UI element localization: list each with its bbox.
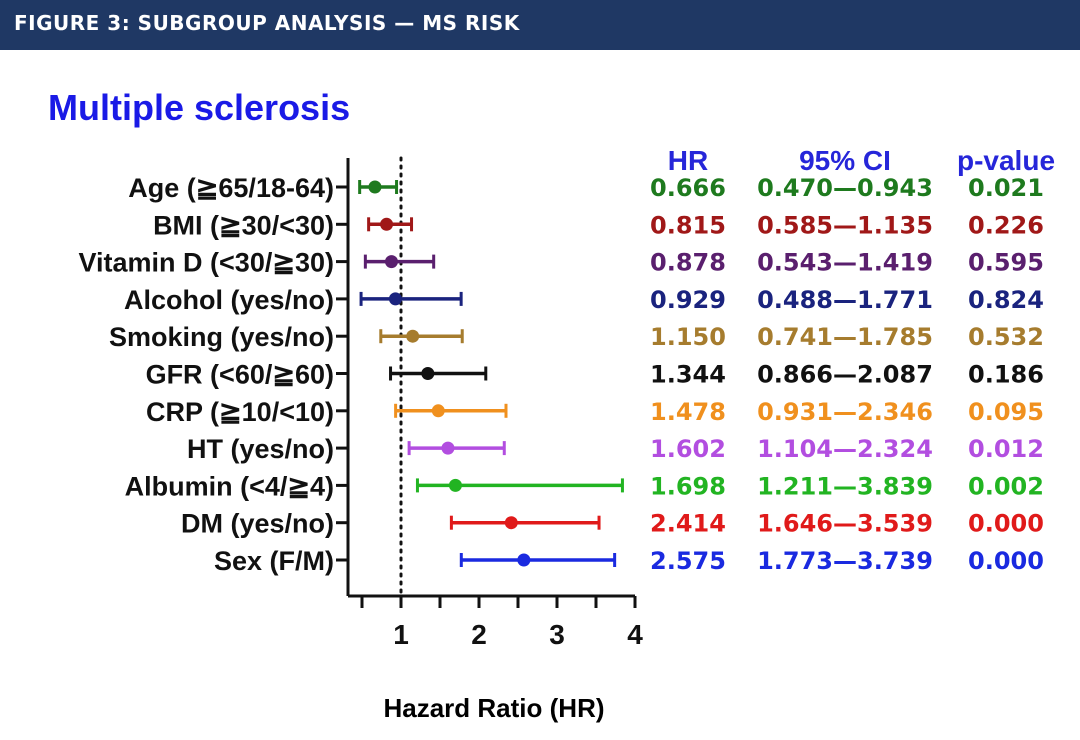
row-label: Smoking (yes/no) (109, 322, 334, 352)
row-label: GFR (<60/≧60) (146, 360, 334, 390)
column-header-ci: 95% CI (799, 145, 891, 176)
ci-value: 0.488—1.771 (757, 286, 933, 314)
x-axis-label: Hazard Ratio (HR) (383, 693, 604, 723)
hr-value: 1.344 (650, 361, 726, 389)
p-value: 0.095 (968, 398, 1044, 426)
p-value: 0.595 (968, 249, 1044, 277)
row-label: DM (yes/no) (181, 509, 334, 539)
x-tick-label: 3 (549, 619, 565, 650)
ci-value: 0.543—1.419 (757, 249, 933, 277)
ci-value: 1.104—2.324 (757, 435, 933, 463)
hr-point (384, 255, 398, 269)
p-value: 0.021 (968, 174, 1044, 202)
hr-point (448, 478, 462, 492)
p-value: 0.226 (968, 211, 1044, 239)
hr-value: 1.478 (650, 398, 726, 426)
row-label: Sex (F/M) (214, 546, 334, 576)
hr-value: 0.878 (650, 249, 726, 277)
p-value: 0.002 (968, 472, 1044, 500)
row-label: Albumin (<4/≧4) (125, 471, 334, 501)
ci-value: 1.646—3.539 (757, 510, 933, 538)
p-value: 0.824 (968, 286, 1044, 314)
forest-plot: Multiple sclerosis HR 95% CI p-value Haz… (48, 87, 1055, 723)
hr-point (388, 292, 402, 306)
hr-point (368, 180, 382, 194)
ci-value: 0.741—1.785 (757, 323, 933, 351)
row-label: HT (yes/no) (187, 434, 334, 464)
hr-point (421, 367, 435, 380)
p-value: 0.000 (968, 547, 1044, 575)
hr-point (406, 329, 420, 343)
hr-value: 0.929 (650, 286, 726, 314)
x-tick-label: 1 (393, 619, 409, 650)
hr-point (441, 441, 455, 455)
chart-title: Multiple sclerosis (48, 87, 350, 128)
row-label: Alcohol (yes/no) (124, 285, 334, 315)
row-label: Age (≧65/18-64) (128, 173, 334, 203)
figure-header-title: FIGURE 3: SUBGROUP ANALYSIS — MS RISK (14, 11, 520, 35)
hr-value: 2.575 (650, 547, 726, 575)
row-label: Vitamin D (<30/≧30) (79, 248, 334, 278)
hr-point (517, 553, 531, 567)
p-value: 0.532 (968, 323, 1044, 351)
p-value: 0.000 (968, 510, 1044, 538)
ci-value: 0.470—0.943 (757, 174, 933, 202)
figure-header: FIGURE 3: SUBGROUP ANALYSIS — MS RISK (0, 0, 1080, 50)
ci-value: 1.773—3.739 (757, 547, 933, 575)
hr-point (380, 217, 394, 231)
row-label: CRP (≧10/<10) (146, 397, 334, 427)
hr-point (504, 516, 518, 530)
hr-value: 0.666 (650, 174, 726, 202)
chart-panel: Multiple sclerosis HR 95% CI p-value Haz… (8, 74, 1072, 734)
hr-value: 1.602 (650, 435, 726, 463)
p-value: 0.012 (968, 435, 1044, 463)
x-tick-label: 2 (471, 619, 487, 650)
p-value: 0.186 (968, 361, 1044, 389)
hr-point (431, 404, 445, 418)
hr-value: 2.414 (650, 510, 726, 538)
ci-value: 0.585—1.135 (757, 211, 933, 239)
row-label: BMI (≧30/<30) (153, 210, 334, 240)
hr-value: 0.815 (650, 211, 726, 239)
hr-value: 1.150 (650, 323, 726, 351)
x-tick-label: 4 (627, 619, 643, 650)
column-header-hr: HR (668, 145, 708, 176)
ci-value: 0.866—2.087 (757, 361, 933, 389)
ci-value: 1.211—3.839 (757, 472, 933, 500)
ci-value: 0.931—2.346 (757, 398, 933, 426)
column-header-p-value: p-value (957, 145, 1055, 176)
hr-value: 1.698 (650, 472, 726, 500)
